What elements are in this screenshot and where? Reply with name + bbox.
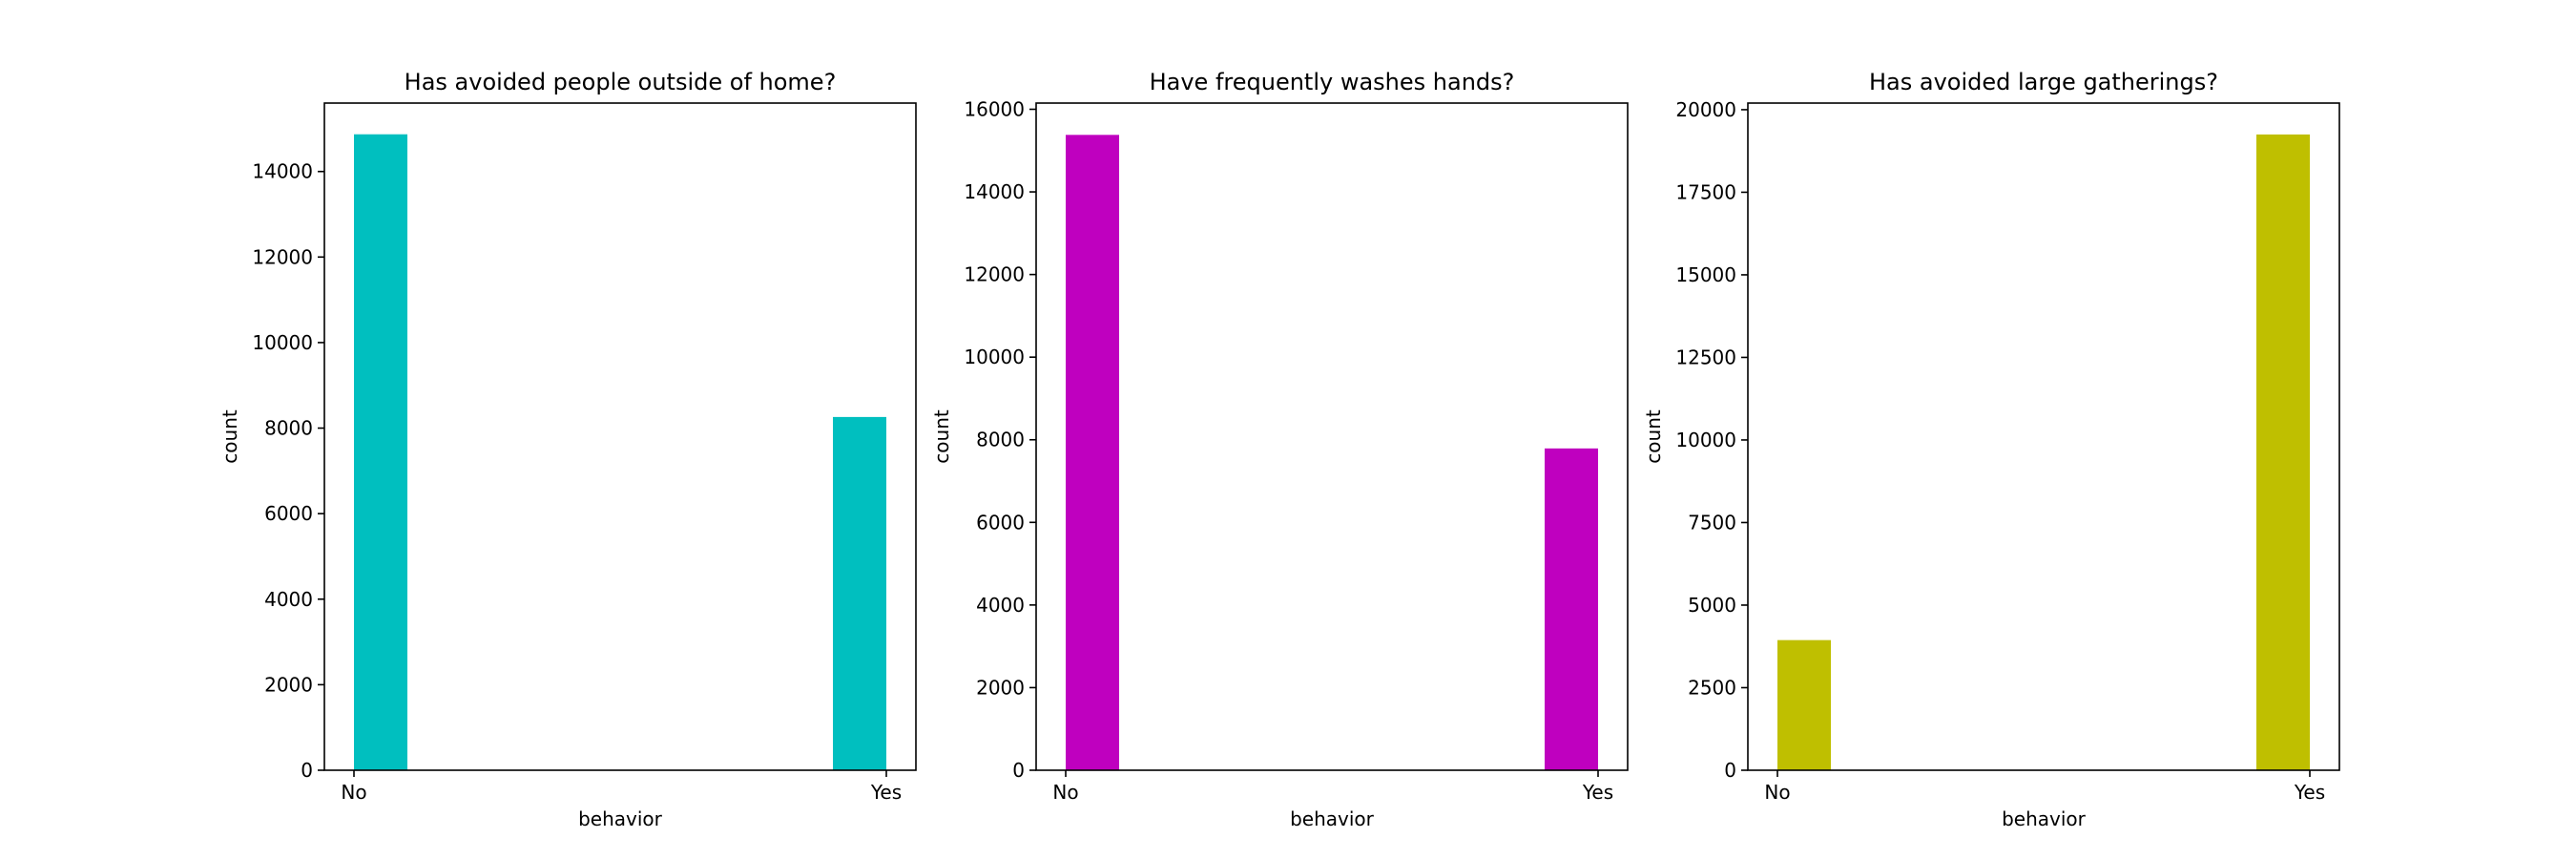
bar-yes <box>2256 134 2310 770</box>
y-tick-label: 6000 <box>264 502 313 525</box>
chart-title: Has avoided large gatherings? <box>1869 69 2218 95</box>
chart-panel-2: Have frequently washes hands? 0 2000 4000 60… <box>930 69 1629 830</box>
x-tick-label: Yes <box>870 781 902 804</box>
y-tick-label: 4000 <box>264 588 313 611</box>
y-tick-label: 10000 <box>1675 429 1736 451</box>
y-tick-label: 14000 <box>964 180 1025 203</box>
bar-yes <box>833 416 886 770</box>
y-tick-label: 0 <box>301 759 313 782</box>
chart-title: Have frequently washes hands? <box>1150 69 1515 95</box>
axes-frame <box>1035 102 1629 771</box>
y-tick-label: 0 <box>1012 759 1025 782</box>
y-tick-label: 16000 <box>964 97 1025 120</box>
chart-title: Has avoided people outside of home? <box>405 69 837 95</box>
x-tick-label: No <box>1052 781 1078 804</box>
y-axis-label: count <box>1642 409 1665 464</box>
y-tick-label: 2500 <box>1688 676 1736 699</box>
y-tick-label: 2000 <box>976 676 1025 699</box>
bar-no <box>1777 639 1831 770</box>
y-tick-label: 15000 <box>1675 263 1736 286</box>
y-tick-label: 8000 <box>976 429 1025 451</box>
y-tick-label: 5000 <box>1688 594 1736 617</box>
x-tick-label: No <box>341 781 366 804</box>
axes-frame <box>1747 102 2340 771</box>
y-tick-label: 6000 <box>976 511 1025 534</box>
y-tick-label: 14000 <box>252 160 313 183</box>
y-tick-label: 10000 <box>964 346 1025 368</box>
y-tick-label: 7500 <box>1688 511 1736 534</box>
y-tick-label: 12500 <box>1675 346 1736 368</box>
y-axis-label: count <box>930 409 953 464</box>
x-tick-label: Yes <box>1582 781 1613 804</box>
bar-yes <box>1545 448 1598 770</box>
x-axis-label: behavior <box>2002 807 2087 830</box>
y-tick-label: 8000 <box>264 417 313 440</box>
x-axis-label: behavior <box>1290 807 1375 830</box>
chart-panel-3: Has avoided large gatherings? 0 2500 5000 75… <box>1642 69 2340 830</box>
y-tick-label: 20000 <box>1675 98 1736 121</box>
y-tick-label: 2000 <box>264 673 313 696</box>
bar-no <box>1066 135 1119 771</box>
x-tick-label: No <box>1764 781 1790 804</box>
y-tick-label: 4000 <box>976 594 1025 617</box>
y-tick-label: 12000 <box>964 263 1025 286</box>
bar-no <box>354 134 407 771</box>
y-tick-label: 10000 <box>252 331 313 354</box>
x-axis-label: behavior <box>578 807 663 830</box>
y-tick-label: 12000 <box>252 245 313 268</box>
y-axis-label: count <box>218 409 241 464</box>
axes-frame <box>323 102 917 771</box>
x-tick-label: Yes <box>2294 781 2325 804</box>
chart-panel-1: Has avoided people outside of home? 0 2000… <box>218 69 917 830</box>
y-tick-label: 0 <box>1724 759 1736 782</box>
y-tick-label: 17500 <box>1675 180 1736 203</box>
